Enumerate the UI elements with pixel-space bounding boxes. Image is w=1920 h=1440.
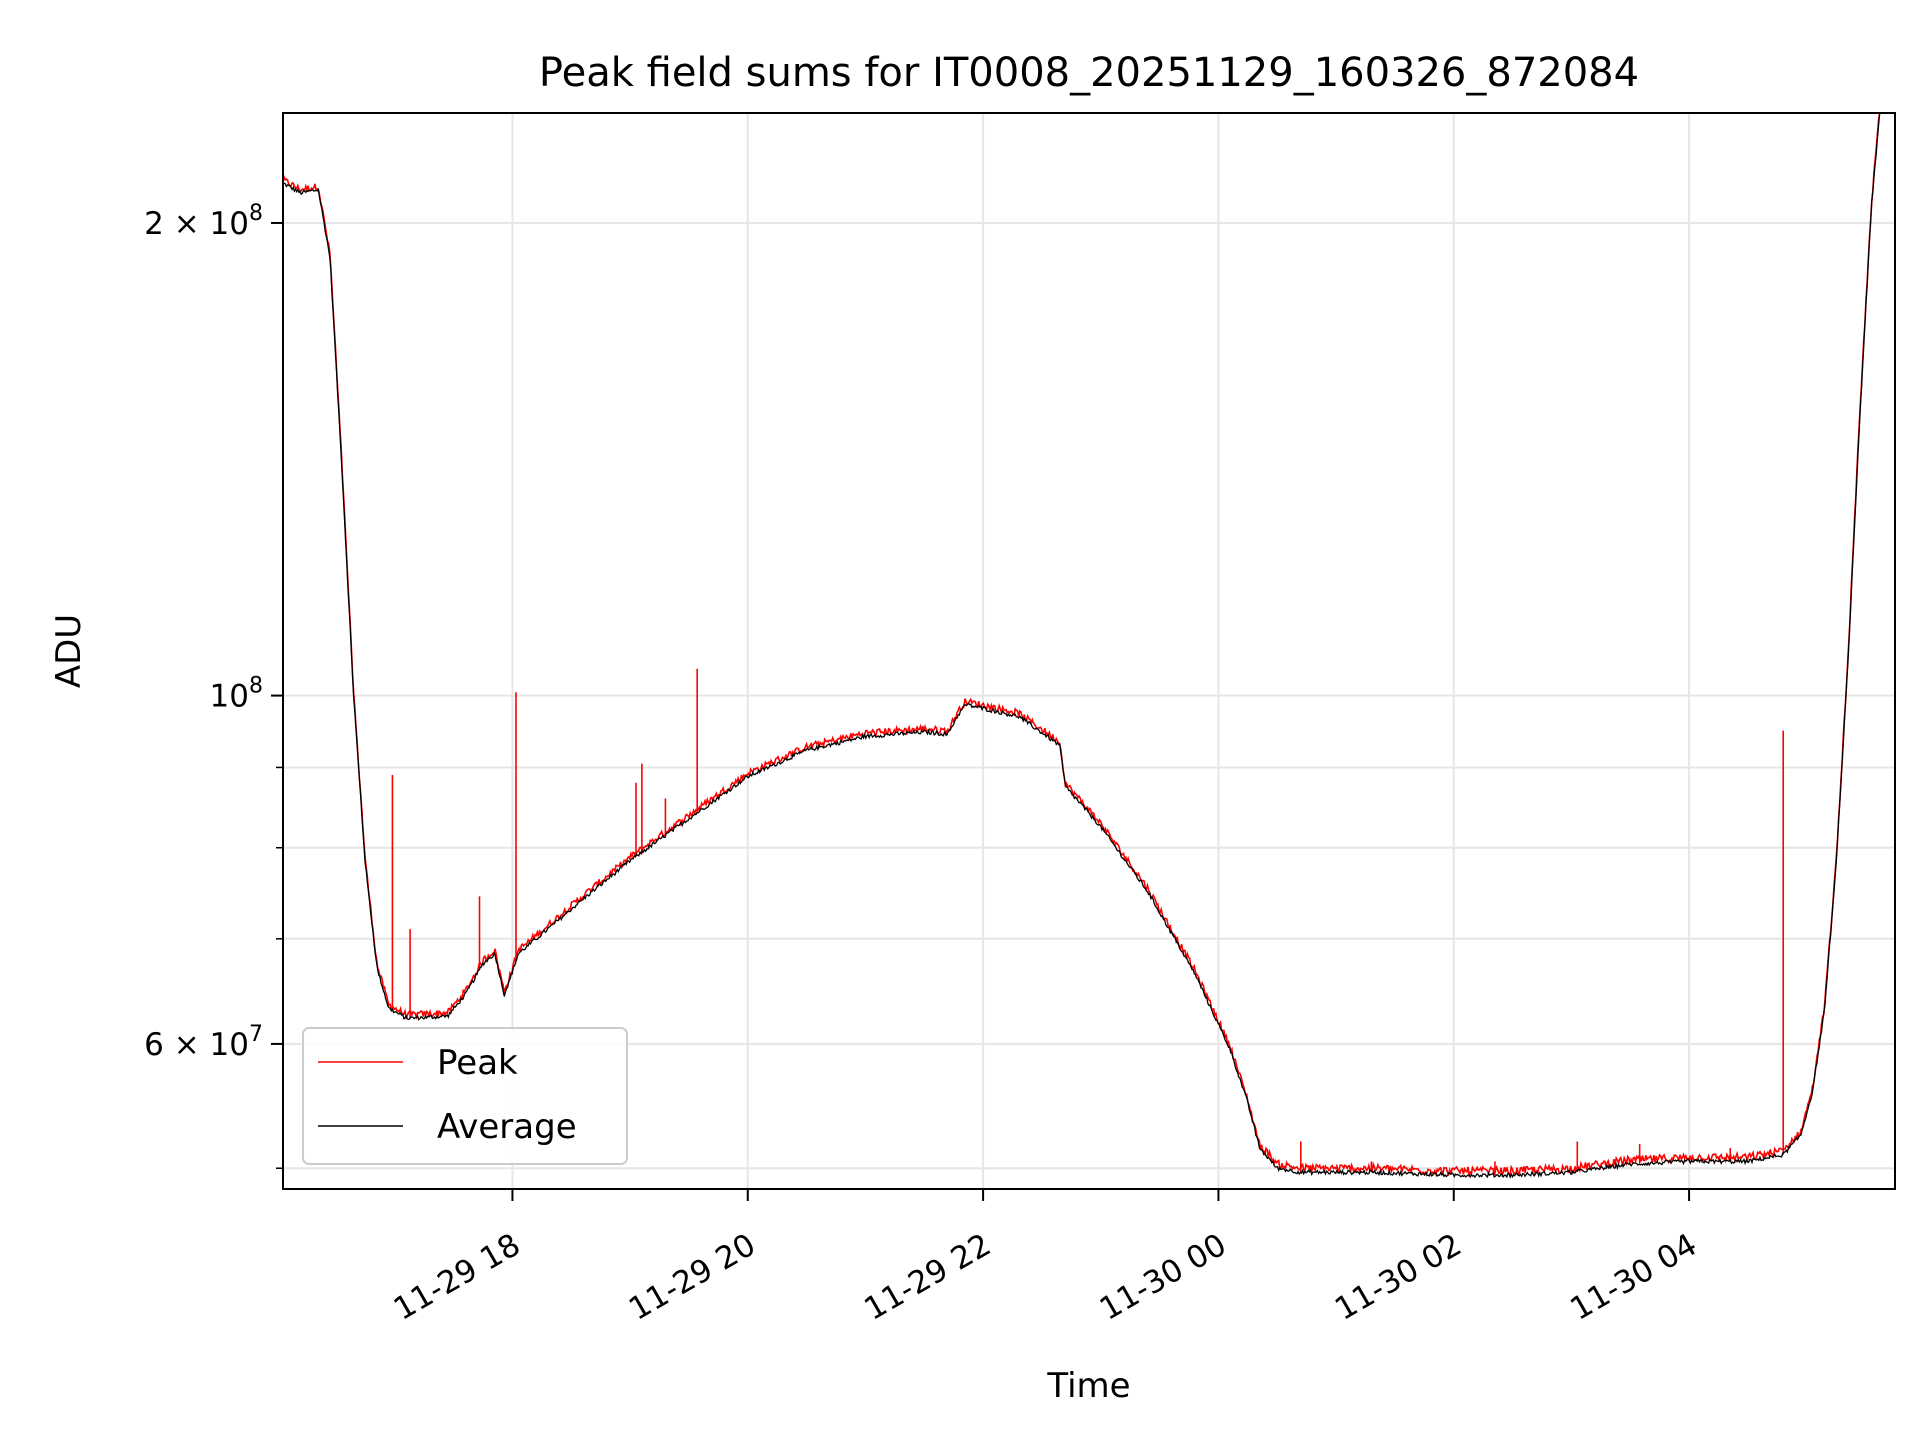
y-axis-label: ADU: [49, 614, 89, 688]
legend-peak-label: Peak: [437, 1043, 518, 1083]
series-lines: [282, 112, 1881, 1179]
legend-average-label: Average: [437, 1107, 577, 1147]
y-tick-label: 2 × 108: [144, 201, 263, 242]
y-tick-label: 108: [210, 674, 263, 715]
plot-frame: [282, 112, 1896, 1190]
legend: Peak Average: [302, 1027, 628, 1165]
x-axis-label: Time: [1046, 1366, 1130, 1406]
y-tick-label: 6 × 107: [144, 1022, 263, 1063]
chart-title: Peak field sums for IT0008_20251129_1603…: [539, 50, 1639, 96]
series-average-line: [282, 112, 1881, 1179]
